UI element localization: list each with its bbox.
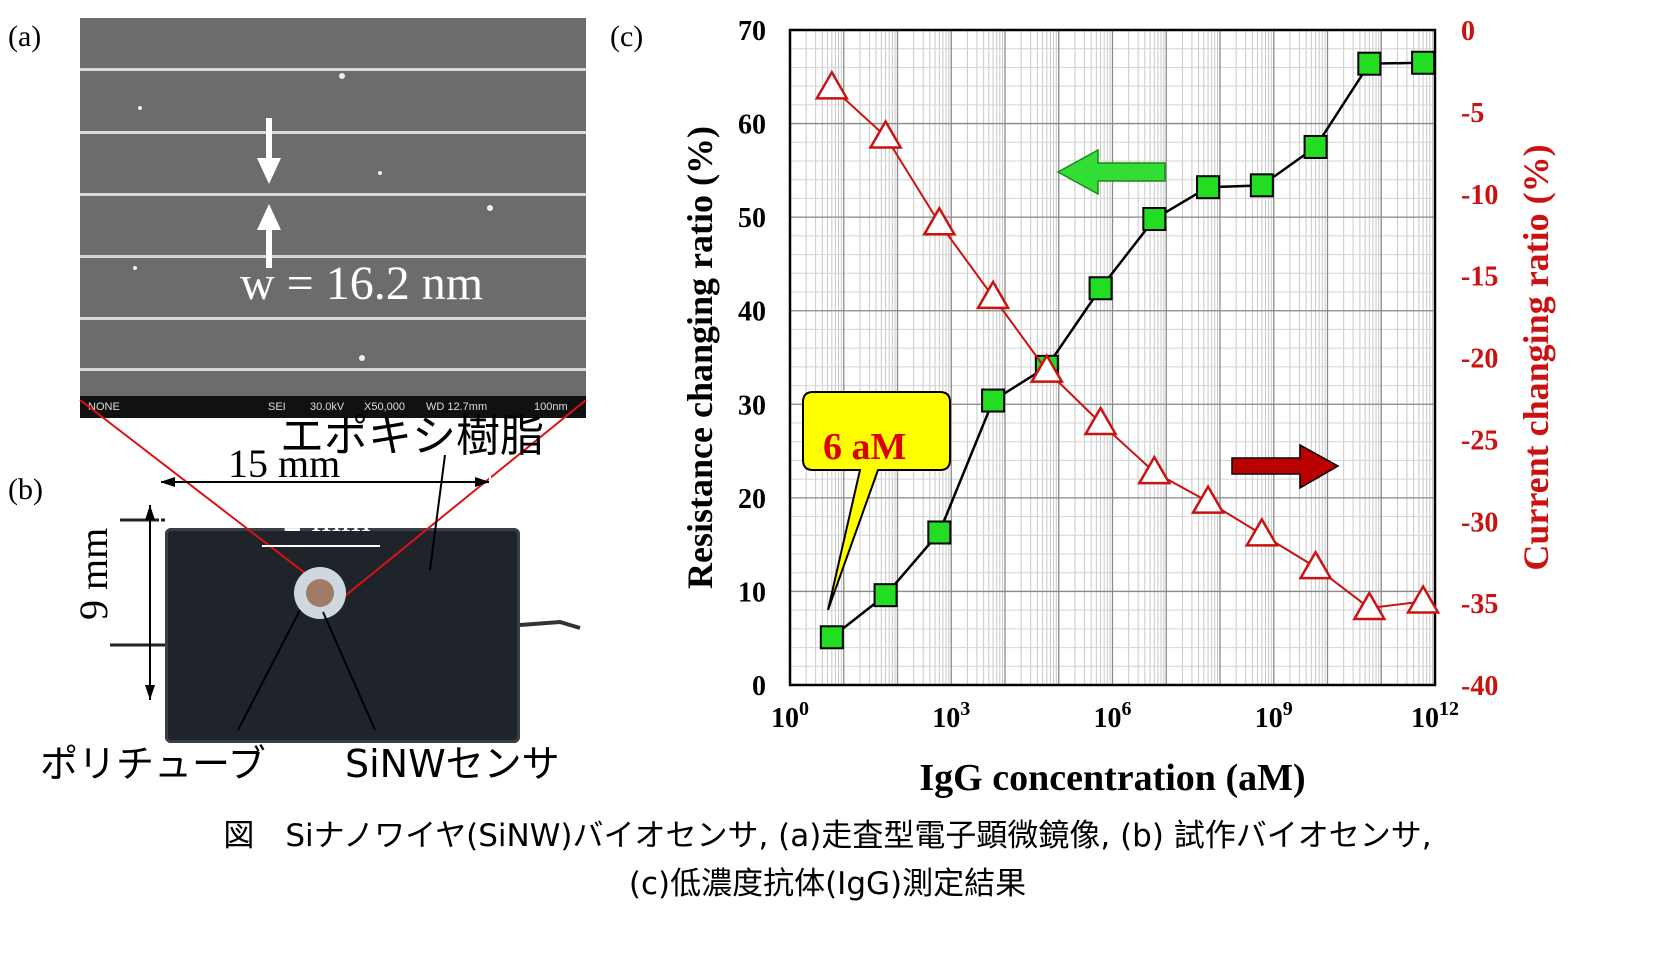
detection-limit-callout-box (802, 391, 951, 611)
polytube-label: ポリチューブ (40, 742, 266, 786)
sensor-body (165, 528, 520, 743)
sem-info-mag: X50,000 (364, 401, 405, 413)
panel-a-label: (a) (8, 20, 42, 53)
current-data-point (1352, 590, 1387, 621)
resistance-data-point (1303, 134, 1328, 159)
y-left-tick-label: 60 (738, 110, 766, 141)
nanowire-line (80, 131, 586, 134)
y-right-tick-label: -40 (1461, 671, 1498, 702)
y-right-tick-label: -35 (1461, 589, 1498, 620)
resistance-data-point (1357, 51, 1382, 76)
x-tick-label: 1012 (1411, 698, 1459, 734)
sem-info-bar: NONE SEI 30.0kV X50,000 WD 12.7mm 100nm (80, 396, 586, 418)
figure-caption-line1: 図 Siナノワイヤ(SiNW)バイオセンサ, (a)走査型電子顕微鏡像, (b)… (223, 818, 1432, 854)
current-data-point (922, 205, 957, 236)
sem-info-sei: SEI (268, 401, 286, 413)
resistance-series-line (831, 61, 1424, 639)
resistance-data-point (927, 520, 952, 545)
resistance-data-point (1142, 207, 1167, 232)
dimension-2mm: 2 mm (283, 498, 371, 540)
sensor-annotations (79, 400, 587, 731)
current-data-point (814, 69, 849, 100)
right-axis-arrow (1231, 443, 1340, 490)
resistance-data-point (1249, 173, 1274, 198)
x-tick-label: 106 (1094, 698, 1132, 734)
y-right-tick-label: -25 (1461, 425, 1498, 456)
figure-caption-line2: (c)低濃度抗体(IgG)測定結果 (628, 866, 1027, 902)
nanowire-line (80, 368, 586, 371)
y-right-tick-label: 0 (1461, 16, 1475, 47)
y-right-tick-label: -10 (1461, 180, 1498, 211)
resistance-data-point (1196, 175, 1221, 200)
nanowire-line (80, 255, 586, 258)
resistance-data-point (1411, 50, 1436, 75)
panel-c-label: (c) (610, 20, 644, 53)
plot-frame (788, 28, 1437, 687)
y-right-tick-label: -30 (1461, 507, 1498, 538)
width-arrows (133, 73, 493, 361)
y-left-tick-label: 30 (738, 390, 766, 421)
y-left-tick-label: 40 (738, 297, 766, 328)
y-right-tick-label: -5 (1461, 98, 1484, 129)
sem-info-wd: WD 12.7mm (426, 401, 488, 413)
nanowire-line (80, 317, 586, 320)
current-data-point (1029, 353, 1064, 383)
y-left-tick-label: 0 (752, 671, 766, 702)
y-right-tick-label: -15 (1461, 262, 1498, 293)
x-axis-label: IgG concentration (aM) (919, 757, 1305, 799)
x-tick-label: 100 (771, 698, 809, 734)
current-data-point (1405, 583, 1441, 614)
sem-info-left: NONE (88, 401, 120, 413)
current-data-point (1244, 516, 1279, 547)
resistance-data-point (819, 625, 844, 650)
epoxy-label: エポキシ樹脂 (280, 411, 544, 462)
y-right-tick-label: -20 (1461, 344, 1498, 375)
dimension-15mm: 15 mm (228, 441, 341, 486)
current-data-point (1137, 454, 1172, 485)
y-right-axis-label: Current changing ratio (%) (1516, 144, 1556, 570)
sem-info-scale: 100nm (534, 401, 568, 413)
y-left-tick-label: 20 (738, 484, 766, 515)
y-left-tick-label: 70 (738, 16, 766, 47)
y-left-tick-label: 10 (738, 577, 766, 608)
resistance-data-point (981, 388, 1006, 413)
nanowire-width-label: w = 16.2 nm (240, 257, 484, 310)
x-tick-label: 103 (932, 698, 970, 734)
y-left-tick-label: 50 (738, 203, 766, 234)
sem-info-kv: 30.0kV (310, 401, 345, 413)
sem-image: w = 16.2 nm NONE SEI 30.0kV X50,000 WD 1… (80, 18, 586, 418)
left-axis-arrow (1056, 148, 1166, 196)
current-data-point (1190, 484, 1226, 514)
current-data-point (868, 118, 903, 149)
x-tick-label: 109 (1255, 698, 1293, 734)
nanowire-line (80, 68, 586, 71)
panel-b-label: (b) (8, 473, 43, 506)
resistance-data-point (873, 583, 898, 608)
current-data-point (975, 279, 1011, 310)
detection-limit-callout: 6 aM (823, 426, 907, 468)
current-data-point (1083, 405, 1118, 436)
current-data-point (1298, 549, 1333, 580)
resistance-data-point (1088, 276, 1113, 301)
nanowire-line (80, 193, 586, 196)
sinw-sensor-label: SiNWセンサ (345, 742, 560, 786)
y-left-axis-label: Resistance changing ratio (%) (680, 126, 720, 589)
